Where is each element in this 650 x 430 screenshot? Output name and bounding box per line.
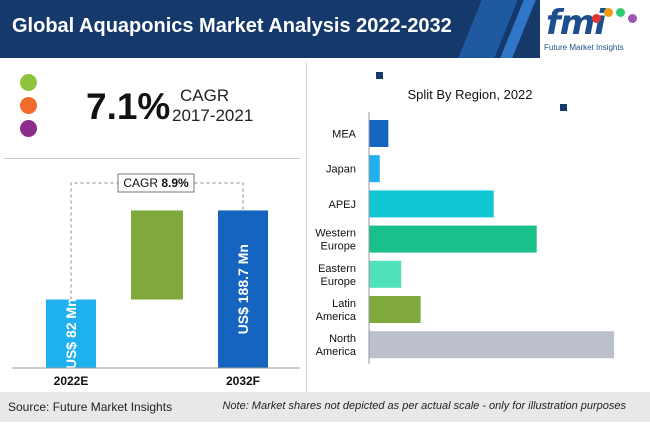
green-dot-icon xyxy=(20,74,37,91)
region-bar xyxy=(369,225,537,253)
header-banner: Global Aquaponics Market Analysis 2022-2… xyxy=(0,0,650,58)
region-label: Latin xyxy=(332,298,356,310)
region-bar xyxy=(369,296,421,323)
purple-dot-icon xyxy=(20,120,37,137)
region-bar xyxy=(369,260,402,288)
market-bar-2022E xyxy=(46,299,96,368)
bar-value-label: US$ 82 Mn xyxy=(63,298,79,369)
category-label: 2032F xyxy=(226,374,260,388)
footer-source: Source: Future Market Insights xyxy=(8,400,173,414)
square-marker-icon xyxy=(376,72,383,79)
region-label: Europe xyxy=(321,276,356,288)
region-label: Europe xyxy=(321,241,356,253)
region-label: Eastern xyxy=(318,263,356,275)
region-bar xyxy=(369,155,380,183)
square-marker-icon xyxy=(560,104,567,111)
vertical-divider xyxy=(306,62,307,392)
region-split-chart: MEAJapanAPEJWesternEuropeEasternEuropeLa… xyxy=(315,112,615,364)
cagr-box xyxy=(117,173,195,193)
region-label: North xyxy=(329,333,356,345)
region-label: MEA xyxy=(332,129,357,141)
region-bar xyxy=(369,120,389,147)
left-divider xyxy=(4,158,300,159)
orange-dot-icon xyxy=(20,97,37,114)
region-label: Western xyxy=(315,228,356,240)
region-bar xyxy=(369,190,494,218)
region-label: APEJ xyxy=(328,199,356,211)
market-growth-chart: CAGR 8.9% US$ 82 Mn 2022E US$ 188.7 Mn 2032F xyxy=(12,173,300,388)
region-chart-title: Split By Region, 2022 xyxy=(407,87,532,102)
bar-value-label: US$ 188.7 Mn xyxy=(235,244,251,334)
fmi-logo: fmi Future Market Insights xyxy=(540,2,648,56)
cagr-annotation: CAGR 8.9% xyxy=(123,176,189,190)
footer-bar: Source: Future Market Insights Note: Mar… xyxy=(0,392,650,422)
footer-note: Note: Market shares not depicted as per … xyxy=(222,400,626,412)
category-label: 2022E xyxy=(54,374,89,388)
page-title: Global Aquaponics Market Analysis 2022-2… xyxy=(12,15,452,37)
title-band xyxy=(0,0,540,58)
market-bar-2032F xyxy=(218,210,268,368)
cagr-connector xyxy=(70,182,244,300)
logo-subtitle: Future Market Insights xyxy=(544,43,624,52)
region-label: America xyxy=(316,311,357,323)
region-label: America xyxy=(316,346,357,358)
growth-bar xyxy=(131,210,183,300)
region-label: Japan xyxy=(326,164,356,176)
cagr-label: CAGR xyxy=(180,86,230,105)
cagr-value: 7.1% xyxy=(86,86,171,127)
logo-text: fmi xyxy=(546,3,606,43)
region-bar xyxy=(369,331,615,359)
cagr-period: 2017-2021 xyxy=(172,106,254,125)
